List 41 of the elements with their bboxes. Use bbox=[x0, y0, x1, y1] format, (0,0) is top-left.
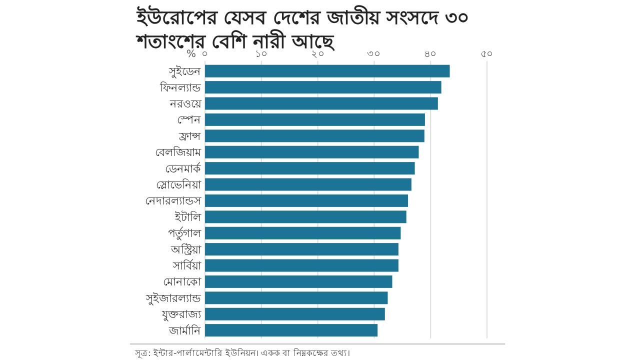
y-tick-label: ফিনল্যান্ড bbox=[159, 81, 201, 94]
bar bbox=[205, 243, 398, 256]
y-tick-label: ডেনমার্ক bbox=[165, 162, 201, 176]
x-tick-label: ৩০ bbox=[367, 49, 382, 60]
bar bbox=[205, 81, 442, 94]
x-tick-label: ৪০ bbox=[424, 49, 438, 60]
bar bbox=[205, 97, 438, 110]
bar bbox=[205, 178, 412, 191]
text: সূত্র: ইন্টার-পার্লামেন্টারি ইউনিয়ন। একক বা নিম্নকক্ষের তথ্য। bbox=[134, 347, 350, 359]
bar bbox=[205, 130, 424, 142]
y-tick-label: বেলজিয়াম bbox=[155, 146, 202, 160]
bar bbox=[205, 113, 425, 126]
y-tick-label: পর্তুগাল bbox=[168, 227, 202, 240]
y-tick-label: অস্ট্রিয়া bbox=[170, 243, 202, 256]
y-tick-label: ইটালি bbox=[174, 210, 202, 224]
y-tick-label: ফ্রান্স bbox=[178, 130, 201, 143]
bar bbox=[205, 292, 388, 304]
bar bbox=[205, 210, 406, 224]
bar bbox=[205, 162, 415, 175]
bar bbox=[205, 194, 408, 207]
x-tick-label: ০ bbox=[202, 49, 208, 60]
bar bbox=[205, 146, 419, 158]
x-tick-label: ১০ bbox=[254, 49, 268, 60]
bar bbox=[205, 275, 392, 288]
y-tick-label: স্লোভেনিয়া bbox=[156, 178, 202, 192]
bar bbox=[205, 64, 450, 78]
y-tick-label: নেদারল্যান্ডস bbox=[145, 194, 202, 208]
bar bbox=[205, 226, 401, 240]
y-tick-label: সার্বিয়া bbox=[172, 260, 202, 272]
bar bbox=[205, 259, 398, 272]
y-tick-label: যুক্তরাজ্য bbox=[161, 308, 202, 322]
y-tick-label: মোনাকো bbox=[163, 276, 202, 289]
y-tick-label: সুইজারল্যান্ড bbox=[145, 292, 201, 305]
x-tick-label: ৫০ bbox=[480, 49, 494, 60]
bar bbox=[205, 324, 378, 337]
y-tick-label: জার্মানি bbox=[168, 324, 201, 338]
y-tick-label: স্পেন bbox=[177, 114, 201, 127]
x-tick-label: ২০ bbox=[310, 49, 325, 60]
bar bbox=[205, 308, 385, 320]
y-tick-label: নরওয়ে bbox=[169, 98, 202, 110]
y-tick-label: সুইডেন bbox=[168, 65, 201, 78]
